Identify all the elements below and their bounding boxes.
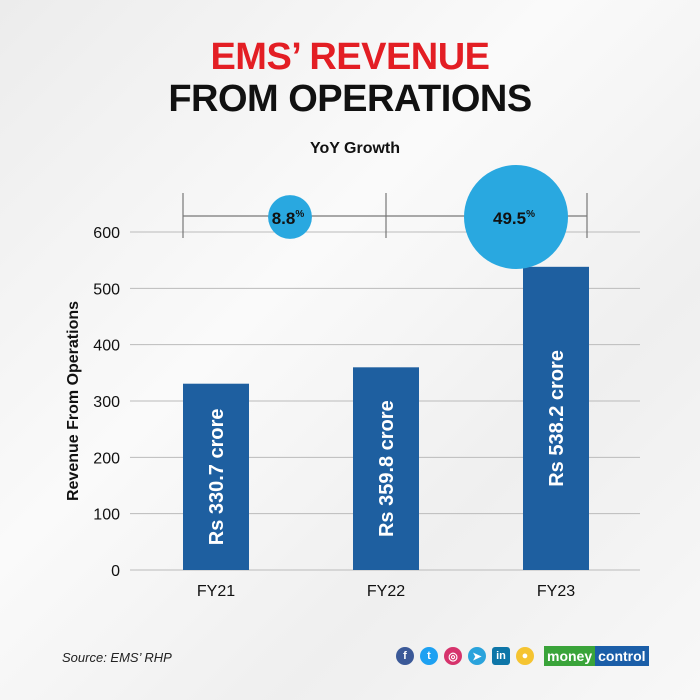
x-tick-label: FY23 — [537, 583, 575, 600]
growth-label: 49.5% — [493, 209, 535, 228]
y-tick-label: 400 — [93, 338, 120, 355]
x-tick-label: FY21 — [197, 583, 235, 600]
twitter-icon[interactable]: t — [420, 647, 438, 665]
title-line-1: EMS’ REVENUE — [210, 36, 490, 78]
x-tick-label: FY22 — [367, 583, 405, 600]
social-icons: f t ◎ ➤ in ● money control — [396, 646, 649, 666]
telegram-icon[interactable]: ➤ — [468, 647, 486, 665]
y-tick-label: 200 — [93, 450, 120, 467]
growth-title: YoY Growth — [310, 140, 400, 157]
koo-icon[interactable]: ● — [516, 647, 534, 665]
data-label: Rs 330.7 crore — [206, 408, 228, 545]
growth-bubble — [268, 195, 312, 239]
bar-FY21 — [183, 383, 249, 570]
logo-part-2: control — [595, 646, 649, 666]
data-label: Rs 359.8 crore — [376, 400, 398, 537]
y-tick-label: 300 — [93, 394, 120, 411]
y-tick-label: 100 — [93, 507, 120, 524]
y-tick-label: 500 — [93, 281, 120, 298]
logo-part-1: money — [544, 646, 596, 666]
linkedin-icon[interactable]: in — [492, 647, 510, 665]
y-tick-label: 0 — [111, 563, 120, 580]
moneycontrol-logo[interactable]: money control — [544, 646, 649, 666]
growth-bubble — [464, 165, 568, 269]
data-label: Rs 538.2 crore — [546, 350, 568, 487]
bar-FY22 — [353, 367, 419, 570]
facebook-icon[interactable]: f — [396, 647, 414, 665]
source-note: Source: EMS’ RHP — [62, 650, 172, 665]
title-line-2: FROM OPERATIONS — [168, 78, 532, 120]
y-axis-label: Revenue From Operations — [65, 301, 82, 501]
y-tick-label: 600 — [93, 225, 120, 242]
instagram-icon[interactable]: ◎ — [444, 647, 462, 665]
bar-FY23 — [523, 266, 589, 570]
